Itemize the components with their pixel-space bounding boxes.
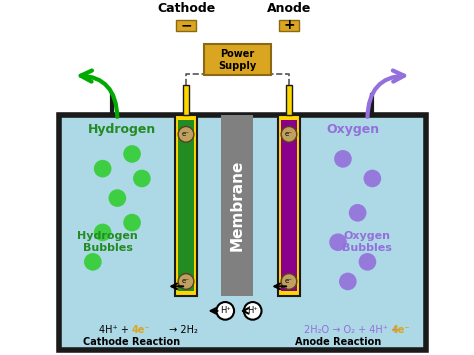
Bar: [183, 85, 189, 115]
Bar: [279, 20, 299, 31]
Bar: [278, 115, 300, 296]
Circle shape: [349, 204, 366, 222]
Bar: [176, 20, 196, 31]
Bar: [286, 85, 292, 115]
Text: 2H₂O → O₂ + 4H⁺ +: 2H₂O → O₂ + 4H⁺ +: [304, 326, 402, 335]
Text: e⁻: e⁻: [285, 278, 293, 284]
FancyArrowPatch shape: [367, 71, 404, 117]
Circle shape: [84, 253, 101, 271]
Text: Hydrogen: Hydrogen: [88, 123, 156, 136]
Text: → 2H₂: → 2H₂: [166, 326, 198, 335]
Text: Anode: Anode: [267, 2, 311, 15]
Text: 4e⁻: 4e⁻: [132, 326, 151, 335]
Text: Oxygen: Oxygen: [326, 123, 379, 136]
Bar: [58, 115, 426, 350]
Circle shape: [94, 160, 111, 178]
Circle shape: [281, 126, 297, 142]
Text: Anode Reaction: Anode Reaction: [295, 337, 381, 347]
Text: H⁺: H⁺: [220, 306, 231, 315]
Circle shape: [244, 302, 262, 320]
Circle shape: [123, 214, 141, 231]
Text: 4H⁺ +: 4H⁺ +: [99, 326, 132, 335]
Text: Membrane: Membrane: [229, 160, 245, 251]
Text: Cathode Reaction: Cathode Reaction: [83, 337, 181, 347]
Circle shape: [178, 274, 194, 289]
Text: e⁻: e⁻: [182, 131, 190, 137]
Text: H⁺: H⁺: [247, 306, 258, 315]
Text: 4e⁻: 4e⁻: [392, 326, 410, 335]
Text: Cathode: Cathode: [157, 2, 215, 15]
Bar: [221, 115, 253, 296]
FancyArrowPatch shape: [81, 71, 117, 117]
Text: e⁻: e⁻: [285, 131, 293, 137]
Text: +: +: [283, 18, 295, 32]
Text: e⁻: e⁻: [182, 278, 190, 284]
Circle shape: [123, 145, 141, 163]
Circle shape: [217, 302, 234, 320]
Bar: [178, 120, 194, 291]
Circle shape: [359, 253, 376, 271]
Circle shape: [94, 224, 111, 241]
Circle shape: [339, 273, 356, 290]
Circle shape: [329, 233, 347, 251]
Bar: [175, 115, 197, 296]
Circle shape: [109, 189, 126, 207]
Circle shape: [364, 170, 381, 187]
Text: Oxygen
Bubbles: Oxygen Bubbles: [343, 231, 392, 253]
Circle shape: [281, 274, 297, 289]
Circle shape: [133, 170, 151, 187]
FancyBboxPatch shape: [204, 44, 271, 76]
Text: −: −: [180, 18, 192, 32]
Circle shape: [178, 126, 194, 142]
Bar: [281, 120, 297, 291]
Circle shape: [334, 150, 352, 168]
Text: Power
Supply: Power Supply: [219, 49, 256, 71]
Text: Hydrogen
Bubbles: Hydrogen Bubbles: [77, 231, 138, 253]
